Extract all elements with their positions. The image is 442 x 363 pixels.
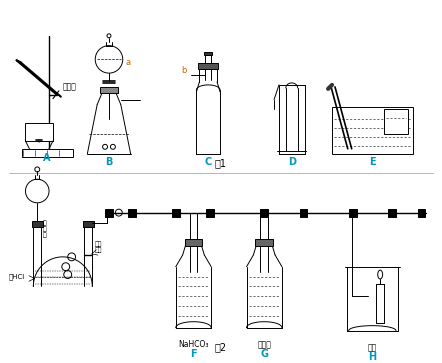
Circle shape [35, 167, 40, 172]
Circle shape [103, 144, 107, 149]
Text: 稀HCl: 稀HCl [9, 273, 25, 280]
Bar [384, 110, 408, 134]
Bar [204, 53, 212, 56]
Bar [22, 149, 72, 157]
Bar [255, 239, 273, 246]
Bar [349, 209, 357, 217]
Text: 图2: 图2 [215, 342, 227, 352]
Bar [260, 209, 268, 217]
Bar [198, 63, 218, 69]
Text: 棉花团: 棉花团 [63, 82, 76, 91]
Circle shape [115, 209, 122, 216]
Text: B: B [105, 158, 113, 167]
Circle shape [62, 263, 70, 271]
Bar [128, 209, 136, 217]
Ellipse shape [36, 132, 42, 142]
Text: G: G [260, 349, 268, 359]
Ellipse shape [378, 270, 383, 279]
Text: a: a [126, 58, 131, 67]
Text: C: C [205, 158, 212, 167]
Text: H: H [368, 352, 377, 362]
Bar [206, 209, 214, 217]
Bar [185, 239, 202, 246]
Text: E: E [369, 158, 376, 167]
Bar [300, 209, 308, 217]
Text: D: D [288, 158, 296, 167]
Text: F: F [190, 349, 197, 359]
Circle shape [110, 144, 115, 149]
Bar [26, 123, 53, 141]
Text: 有孔
隔板: 有孔 隔板 [95, 241, 103, 253]
Bar [332, 106, 412, 154]
Bar [32, 220, 43, 227]
Text: 蜡烛: 蜡烛 [368, 343, 377, 352]
Text: 图1: 图1 [215, 159, 227, 168]
Bar [105, 209, 113, 217]
Text: A: A [43, 152, 51, 163]
Bar [84, 220, 94, 227]
Text: 石
灰
石: 石 灰 石 [43, 220, 47, 238]
Circle shape [95, 46, 123, 73]
Text: b: b [181, 66, 187, 75]
Text: 浓硫酸: 浓硫酸 [257, 340, 271, 349]
Circle shape [107, 34, 111, 38]
Bar [418, 209, 425, 217]
Circle shape [26, 179, 49, 203]
Circle shape [64, 271, 72, 278]
Bar [172, 209, 180, 217]
Bar [100, 87, 118, 93]
Circle shape [68, 253, 76, 261]
Text: NaHCO₃: NaHCO₃ [178, 340, 209, 349]
Bar [388, 209, 396, 217]
